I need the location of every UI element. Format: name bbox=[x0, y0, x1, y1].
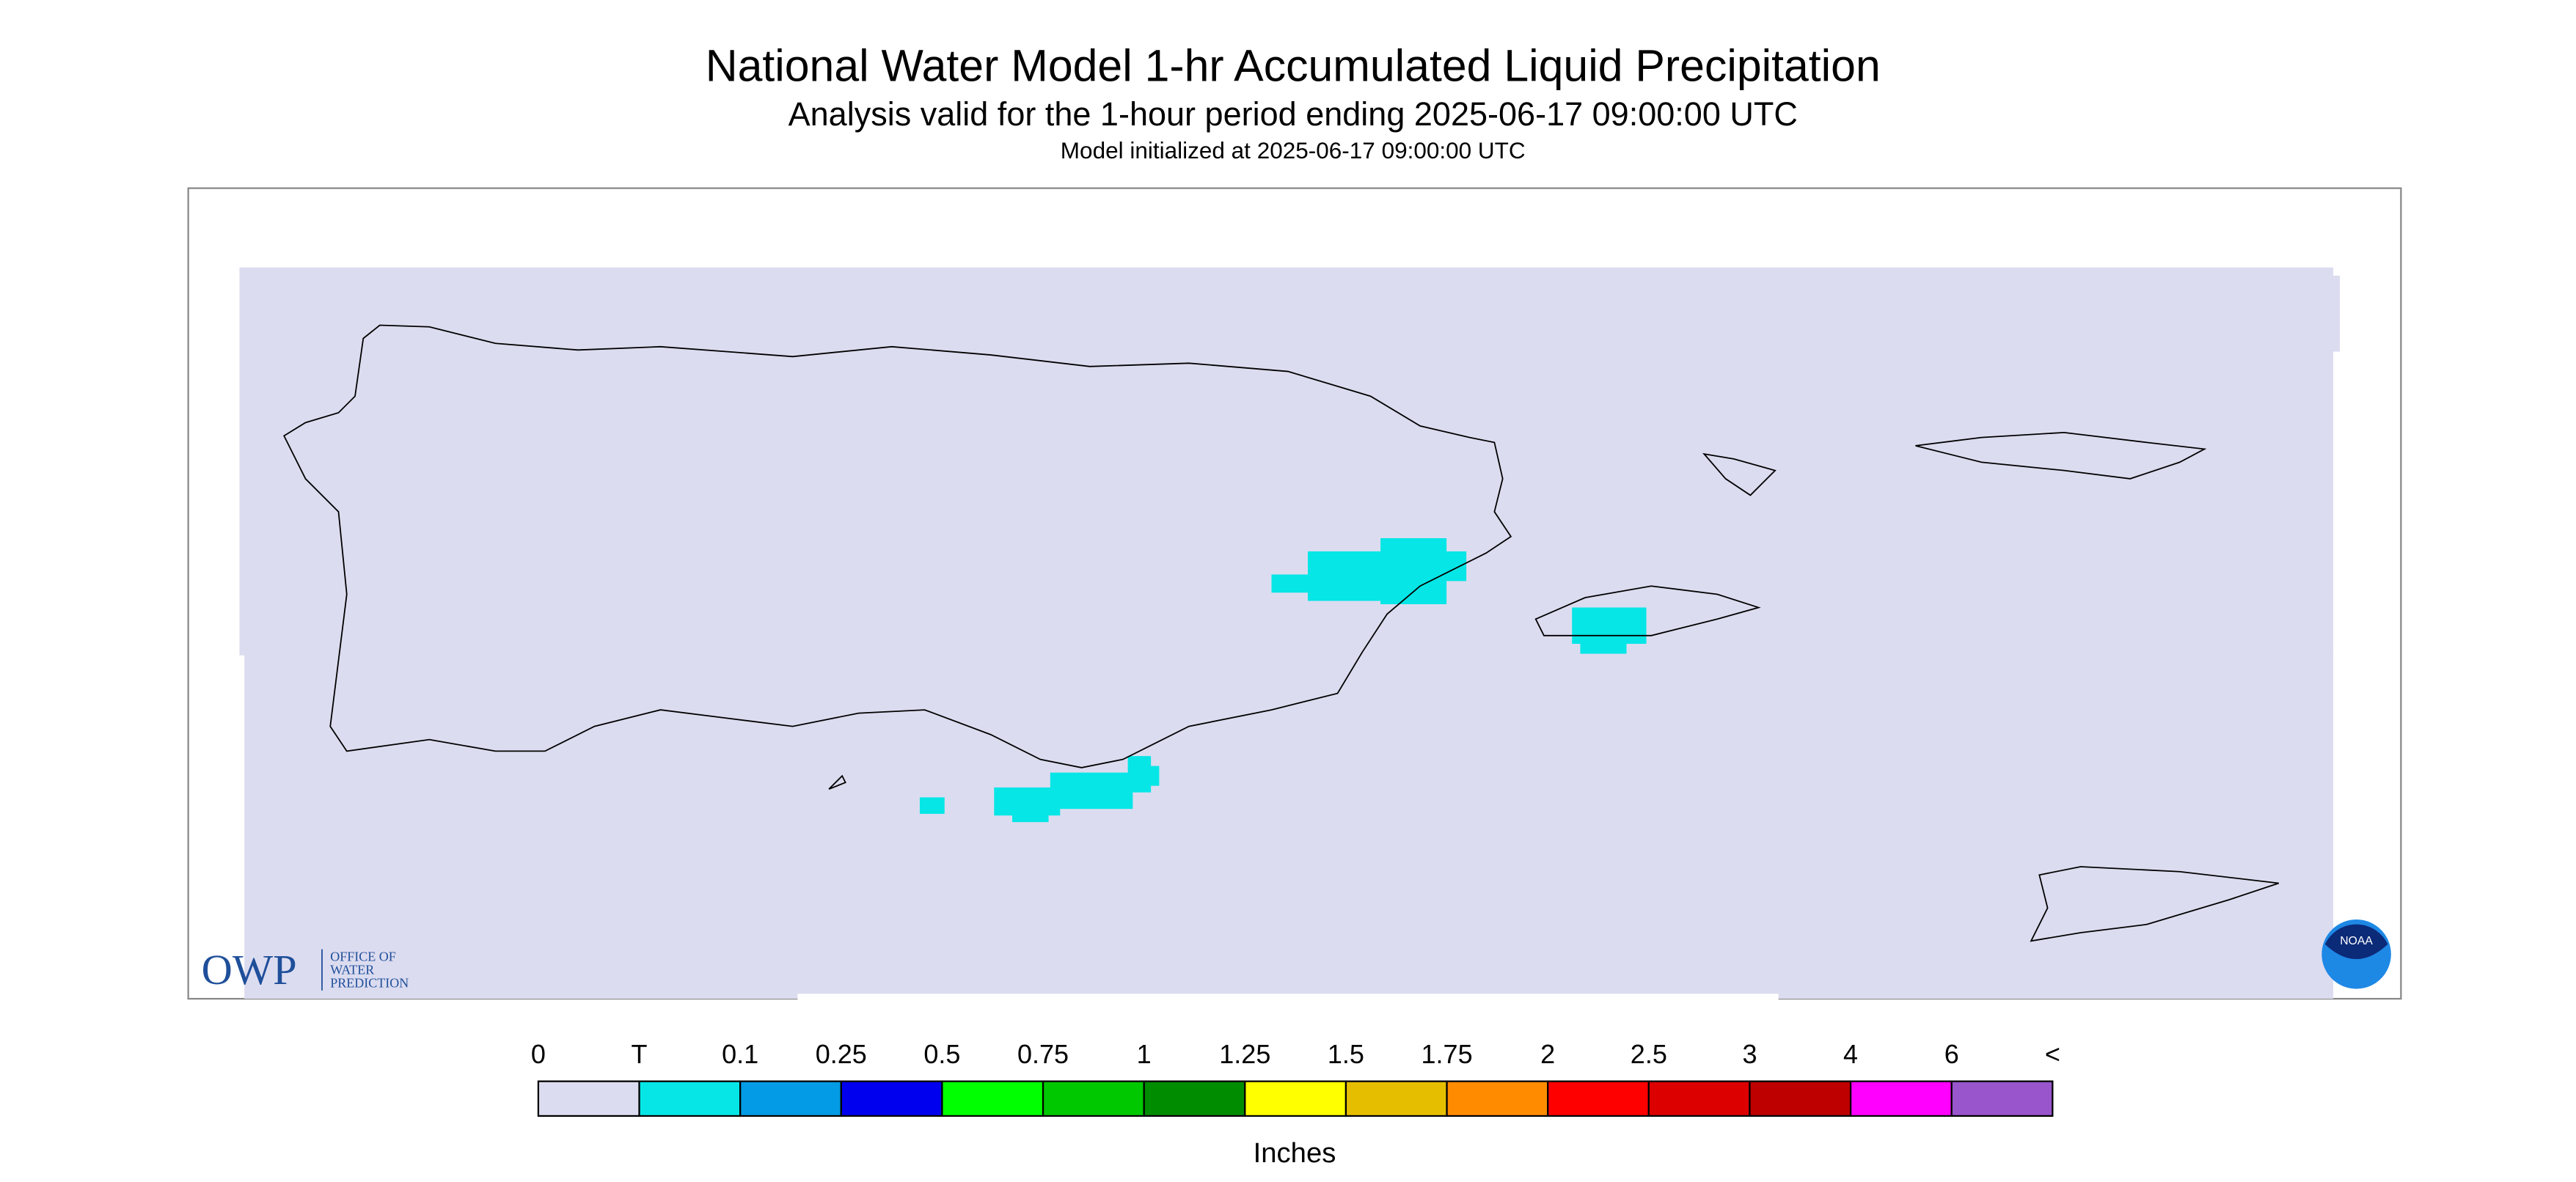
legend-label: 3 bbox=[1742, 1039, 1757, 1069]
precip-areas bbox=[919, 537, 1647, 823]
legend-swatch bbox=[1647, 1080, 1751, 1117]
noaa-logo-text: NOAA bbox=[2340, 935, 2373, 947]
legend-swatch bbox=[1446, 1080, 1549, 1117]
field-gap bbox=[797, 994, 1779, 1001]
owp-logo-line: PREDICTION bbox=[330, 975, 409, 990]
legend-swatch bbox=[1244, 1080, 1347, 1117]
legend-label: 0.75 bbox=[1017, 1039, 1069, 1069]
field bbox=[239, 267, 2334, 656]
precip bbox=[1127, 756, 1152, 793]
legend-label: T bbox=[632, 1039, 648, 1069]
legend-swatch bbox=[1950, 1080, 2054, 1117]
precip bbox=[1149, 766, 1160, 786]
legend-label: 0.5 bbox=[923, 1039, 960, 1069]
legend-swatch bbox=[840, 1080, 943, 1117]
coastlines bbox=[283, 324, 2280, 942]
legend-swatch bbox=[739, 1080, 842, 1117]
legend-swatch bbox=[1749, 1080, 1852, 1117]
legend-units: Inches bbox=[1254, 1137, 1336, 1169]
owp-logo-line: WATER bbox=[330, 962, 374, 977]
legend: 0 T 0.1 0.25 0.5 0.75 1 1.25 1.5 1.75 2 2.5 3 4 6 < bbox=[531, 1039, 2060, 1117]
legend-label: 4 bbox=[1843, 1039, 1858, 1069]
legend-swatch bbox=[1143, 1080, 1246, 1117]
precip bbox=[1050, 772, 1133, 810]
legend-label: < bbox=[2045, 1039, 2060, 1069]
legend-label: 1.25 bbox=[1219, 1039, 1270, 1069]
noaa-logo-top bbox=[2324, 924, 2388, 960]
legend-label: 2 bbox=[1540, 1039, 1555, 1069]
coastline bbox=[1702, 452, 1777, 496]
field bbox=[244, 652, 2334, 999]
legend-label: 2.5 bbox=[1631, 1039, 1667, 1069]
coastline bbox=[283, 324, 1512, 768]
legend-label: 0 bbox=[531, 1039, 546, 1069]
init-time: Model initialized at 2025-06-17 09:00:00… bbox=[1061, 137, 1526, 164]
precip bbox=[1308, 551, 1388, 601]
coastline bbox=[828, 774, 846, 790]
legend-label: 1.75 bbox=[1421, 1039, 1473, 1069]
legend-label: 0.25 bbox=[816, 1039, 867, 1069]
legend-swatch bbox=[941, 1080, 1044, 1117]
legend-swatch bbox=[638, 1080, 742, 1117]
legend-swatch bbox=[1344, 1080, 1448, 1117]
coastline bbox=[1915, 431, 2207, 480]
legend-label: 1.5 bbox=[1328, 1039, 1364, 1069]
precip bbox=[1580, 635, 1627, 654]
field bbox=[2331, 275, 2341, 352]
subtitle: Analysis valid for the 1-hour period end… bbox=[788, 95, 1798, 133]
owp-logo-line: OFFICE OF bbox=[330, 949, 396, 963]
coastline bbox=[2030, 866, 2280, 942]
legend-swatch bbox=[537, 1080, 640, 1117]
legend-swatch bbox=[1042, 1080, 1145, 1117]
owp-logo: OWP bbox=[202, 946, 297, 994]
legend-label: 0.1 bbox=[722, 1039, 758, 1069]
legend-swatch bbox=[1547, 1080, 1650, 1117]
legend-label: 1 bbox=[1137, 1039, 1152, 1069]
legend-label: 6 bbox=[1944, 1039, 1959, 1069]
map-area bbox=[239, 267, 2341, 1001]
precip bbox=[1012, 805, 1049, 823]
precip bbox=[1271, 574, 1313, 593]
precip bbox=[919, 797, 945, 814]
coastline bbox=[1534, 585, 1761, 636]
title: National Water Model 1-hr Accumulated Li… bbox=[706, 40, 1881, 90]
legend-swatch bbox=[1849, 1080, 1953, 1117]
